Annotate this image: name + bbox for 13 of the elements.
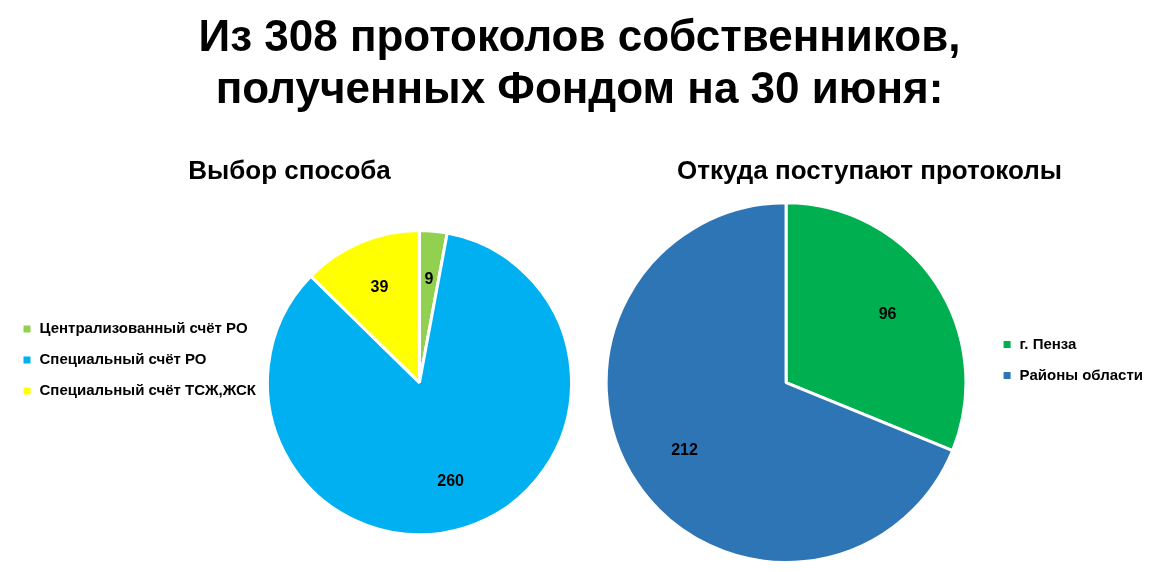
data-label: 260	[437, 471, 465, 489]
data-label: 96	[878, 304, 897, 322]
chart-title: Выбор способа	[188, 154, 392, 185]
legend-label: г. Пенза	[1019, 334, 1078, 352]
data-label: 212	[671, 441, 698, 459]
data-label: 39	[370, 277, 389, 295]
legend-label: Специальный счёт ТСЖ,ЖСК	[39, 381, 257, 399]
legend-label: Специальный счёт РО	[39, 350, 207, 368]
data-label: 9	[424, 270, 434, 288]
legend-label: Централизованный счёт РО	[39, 319, 248, 337]
legend-label: Районы области	[1019, 365, 1143, 383]
chart-title: Откуда поступают протоколы	[677, 154, 1062, 185]
text: Из 308 протоколов собственников, полученных Фондом на 30 июня:	[197, 10, 962, 114]
